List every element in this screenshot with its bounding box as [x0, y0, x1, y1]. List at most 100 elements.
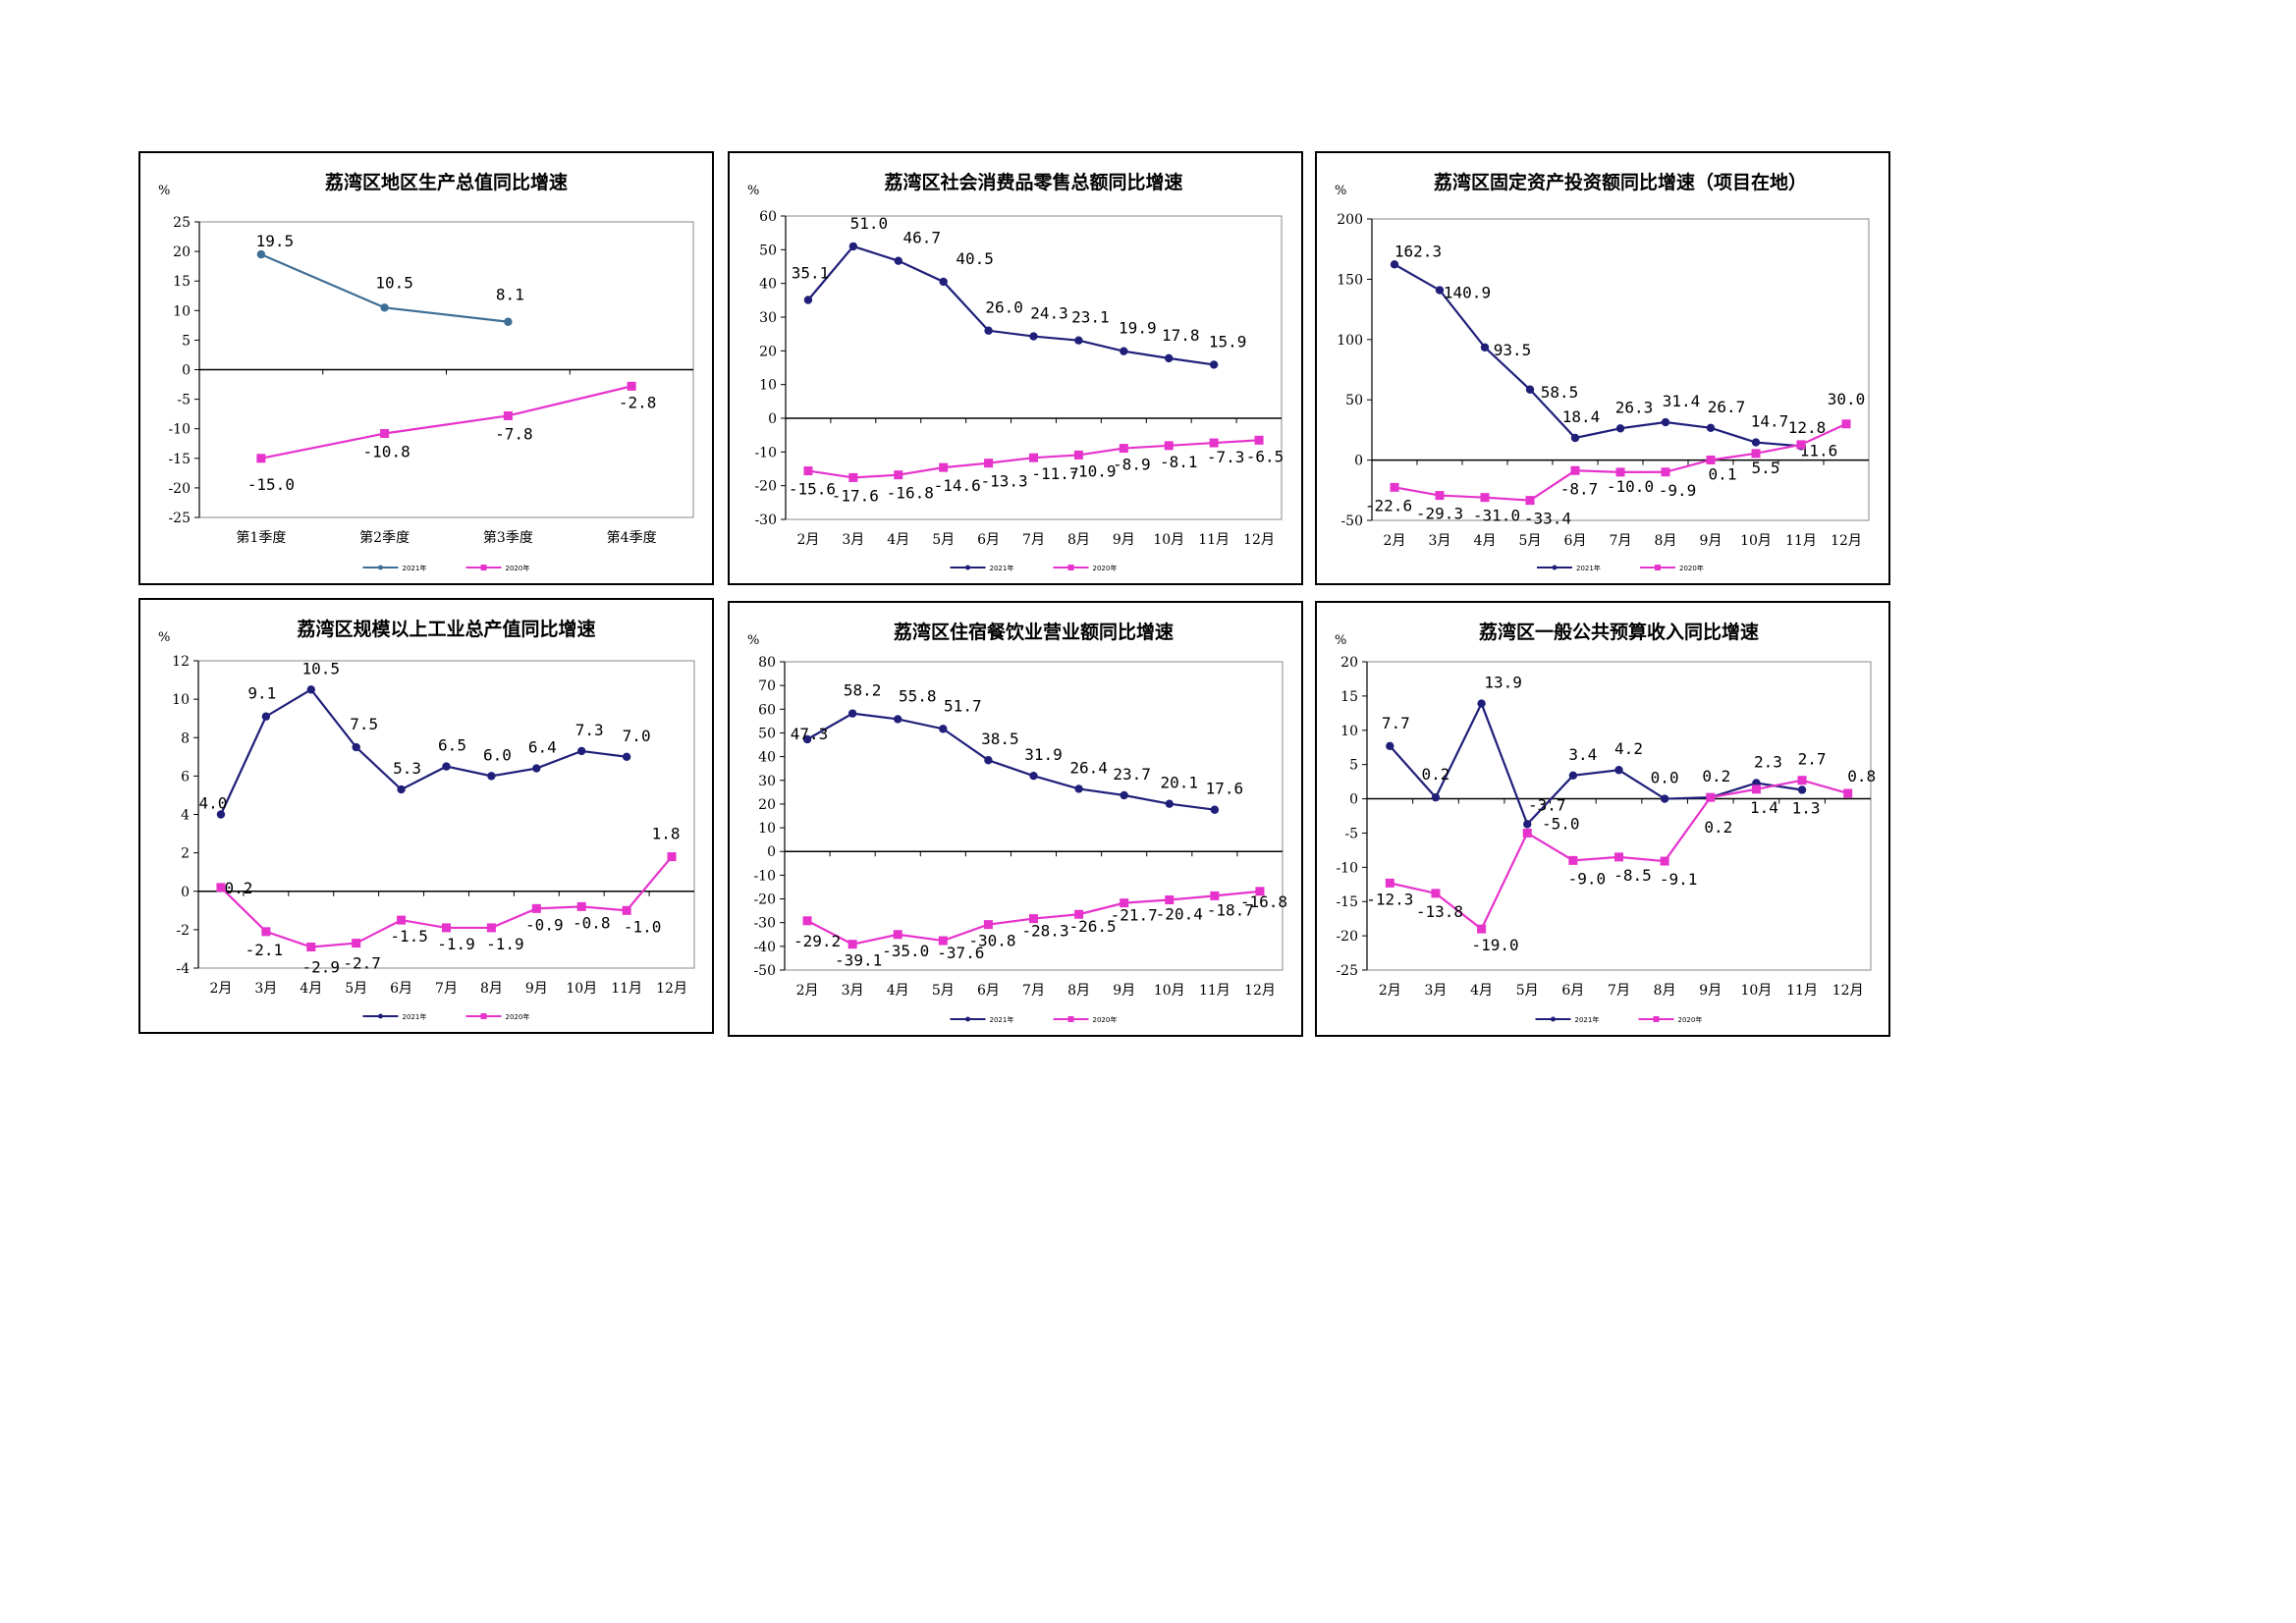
data-label: 0.1: [1709, 464, 1737, 483]
y-tick-label: 15: [173, 274, 191, 290]
legend-marker-2021: [378, 565, 383, 570]
data-label: 10.5: [302, 659, 341, 677]
data-point-2020: [1480, 493, 1490, 503]
data-label: 55.8: [899, 686, 937, 705]
series-line-2021年: [1394, 263, 1802, 448]
legend-marker-2020: [1067, 565, 1074, 570]
data-label: 26.0: [985, 298, 1023, 317]
data-point-2020: [1661, 467, 1670, 477]
data-point-2021: [984, 756, 993, 765]
data-point-2021: [380, 303, 389, 312]
y-tick-label: 100: [1337, 333, 1363, 349]
y-tick-label: 12: [172, 654, 190, 670]
y-tick-label: -10: [1336, 860, 1358, 876]
y-tick-label: -50: [753, 963, 776, 979]
data-label: -10.9: [1068, 461, 1116, 480]
chart-panel-fixed-asset: 荔湾区固定资产投资额同比增速（项目在地）% -50 0 50 100 150 200 2月 3月…: [1315, 151, 1890, 585]
legend-label-2021: 2021年: [403, 1012, 427, 1021]
y-unit-label: %: [1335, 184, 1346, 198]
data-label: -2.7: [343, 954, 381, 973]
x-category-label: 6月: [1564, 533, 1587, 549]
x-category-label: 10月: [1740, 533, 1772, 549]
data-label: -1.0: [624, 917, 662, 936]
y-tick-label: -50: [1340, 514, 1363, 529]
data-label: -10.8: [363, 443, 410, 461]
data-label: -35.0: [882, 942, 929, 960]
y-tick-label: -30: [754, 513, 777, 528]
data-label: -2.9: [302, 957, 341, 976]
y-tick-label: -30: [753, 916, 776, 932]
x-category-label: 6月: [1561, 983, 1584, 999]
legend-marker-2020: [480, 1013, 487, 1019]
data-label: 31.4: [1663, 392, 1701, 410]
legend-marker-2021: [965, 1016, 970, 1022]
data-point-2021: [802, 734, 812, 744]
y-tick-label: 10: [172, 692, 190, 708]
y-tick-label: 50: [758, 726, 776, 741]
y-tick-label: 30: [758, 774, 776, 789]
x-category-label: 7月: [435, 981, 458, 997]
x-category-label: 5月: [932, 532, 955, 548]
data-point-2020: [893, 930, 902, 940]
data-label: -7.3: [1207, 448, 1245, 466]
x-category-label: 5月: [1519, 533, 1542, 549]
series-line-2021年: [1389, 700, 1803, 827]
x-category-label: 7月: [1022, 532, 1045, 548]
data-point-2020: [442, 923, 451, 933]
x-category-label: 12月: [1244, 983, 1276, 999]
data-point-2020: [1254, 435, 1264, 445]
data-point-2021: [1480, 343, 1490, 352]
y-tick-label: 2: [181, 846, 190, 862]
data-label: 12.8: [1788, 418, 1827, 437]
data-label: -16.8: [887, 484, 934, 503]
data-point-2021: [939, 277, 948, 287]
data-point-2020: [261, 927, 271, 937]
data-label: 4.0: [199, 794, 228, 813]
legend-label-2021: 2021年: [990, 564, 1014, 572]
data-point-2020: [531, 903, 541, 913]
y-tick-label: 20: [173, 244, 191, 260]
x-category-label: 3月: [842, 983, 864, 999]
data-point-2020: [1255, 887, 1265, 896]
y-tick-label: 10: [1340, 724, 1358, 739]
data-label: -20.4: [1156, 905, 1203, 924]
y-tick-label: 6: [181, 769, 190, 784]
x-category-label: 9月: [1113, 532, 1135, 548]
data-label: 26.7: [1708, 398, 1746, 416]
data-point-2021: [1120, 347, 1128, 355]
data-point-2020: [622, 905, 631, 915]
chart-title: 荔湾区社会消费品零售总额同比增速: [884, 171, 1182, 193]
x-category-label: 10月: [1153, 532, 1184, 548]
data-label: 4.2: [1614, 739, 1643, 758]
data-point-2021: [1523, 820, 1532, 829]
legend-label-2020: 2020年: [1093, 1015, 1118, 1024]
data-label: -15.6: [789, 480, 836, 499]
data-point-2021: [1477, 699, 1486, 708]
x-category-label: 12月: [656, 981, 687, 997]
data-label: 6.0: [483, 745, 512, 764]
data-label: 19.5: [256, 232, 295, 250]
data-label: 10.5: [375, 273, 413, 292]
x-category-label: 10月: [1154, 983, 1185, 999]
x-category-label: 4月: [887, 983, 909, 999]
data-point-2021: [1029, 771, 1038, 781]
data-point-2021: [1435, 286, 1445, 295]
data-point-2020: [802, 916, 812, 926]
y-tick-label: 60: [759, 209, 777, 225]
y-tick-label: 30: [759, 310, 777, 326]
data-point-2020: [1477, 924, 1487, 934]
data-label: 51.0: [850, 214, 889, 233]
y-tick-label: -10: [754, 445, 777, 460]
y-tick-label: 25: [173, 215, 191, 231]
data-point-2020: [1164, 441, 1174, 451]
data-label: -5.0: [1542, 814, 1580, 833]
y-tick-label: -4: [176, 961, 190, 977]
x-category-label: 3月: [254, 981, 277, 997]
y-tick-label: 10: [173, 303, 191, 319]
data-label: -14.6: [934, 476, 981, 495]
data-label: -12.3: [1366, 890, 1413, 908]
y-tick-label: -10: [168, 422, 191, 438]
y-tick-label: 0: [1354, 454, 1363, 469]
data-label: -6.5: [1246, 447, 1285, 465]
data-label: -1.9: [486, 935, 524, 953]
